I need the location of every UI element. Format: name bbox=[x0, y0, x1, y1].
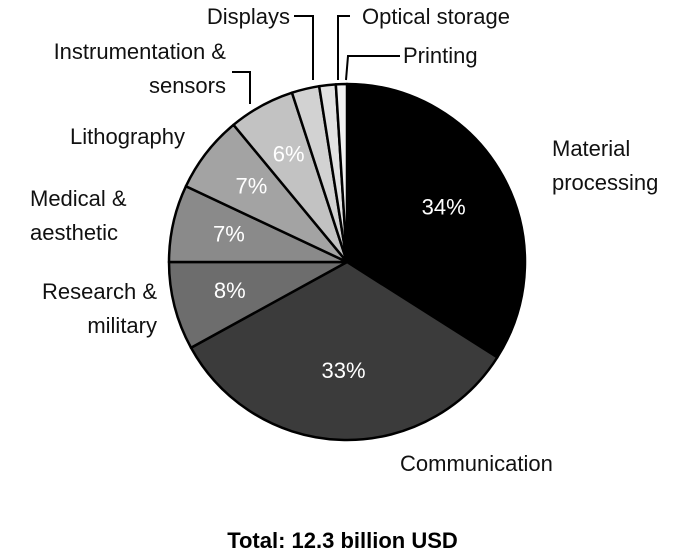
value-label: 6% bbox=[273, 142, 305, 167]
value-label: 34% bbox=[422, 195, 466, 220]
pie-slice bbox=[334, 82, 349, 264]
slice-label: Printing bbox=[403, 43, 478, 68]
slice-label: Optical storage bbox=[362, 4, 510, 29]
leader-line bbox=[345, 55, 400, 81]
leader-line bbox=[337, 15, 350, 80]
value-label: 7% bbox=[213, 221, 245, 246]
leader-lines bbox=[232, 15, 400, 104]
slice-label: Material processing bbox=[552, 136, 659, 195]
leader-line bbox=[232, 71, 251, 104]
chart-title: Total: 12.3 billion USD bbox=[227, 528, 458, 553]
slice-label: Medical & aesthetic bbox=[30, 186, 127, 245]
leader-line bbox=[294, 15, 314, 80]
value-label: 7% bbox=[235, 174, 267, 199]
slice-label: Communication bbox=[400, 451, 553, 476]
slice-label: Lithography bbox=[70, 124, 185, 149]
slice-label: Displays bbox=[206, 4, 290, 29]
value-label: 33% bbox=[322, 358, 366, 383]
pie-slice bbox=[167, 260, 349, 350]
slice-label: Research & military bbox=[42, 279, 157, 338]
slice-label: Instrumentation & sensors bbox=[53, 39, 226, 98]
value-label: 8% bbox=[214, 278, 246, 303]
